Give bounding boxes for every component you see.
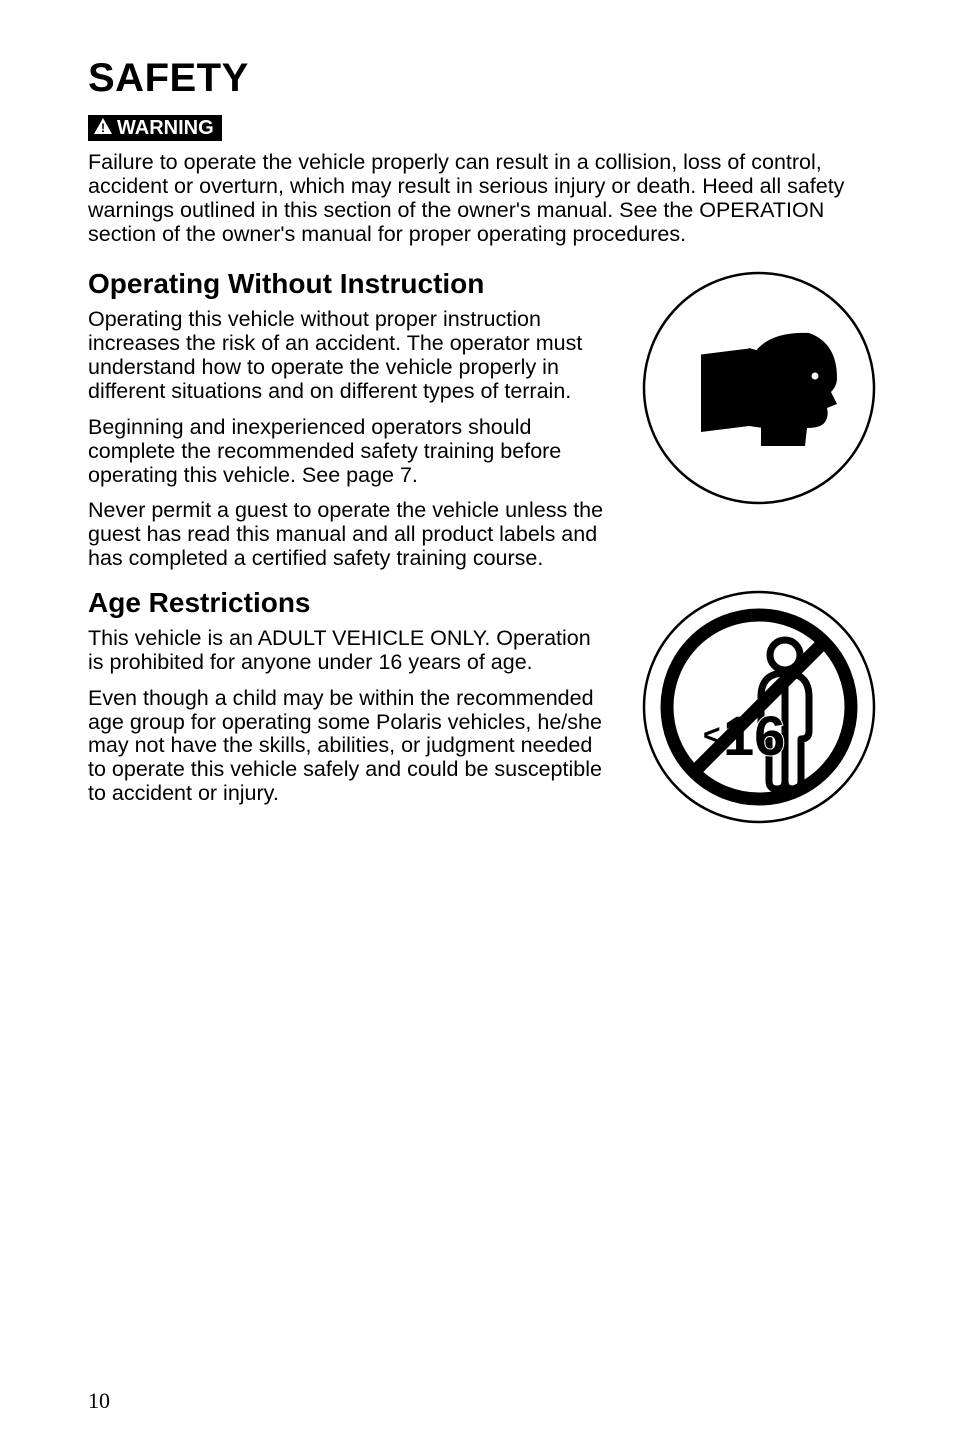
age-heading: Age Restrictions <box>88 587 606 619</box>
age-p2: Even though a child may be within the re… <box>88 687 606 806</box>
age-p1: This vehicle is an ADULT VEHICLE ONLY. O… <box>88 627 606 675</box>
age-illustration: < 16 <box>634 587 884 827</box>
warning-badge: ! WARNING <box>88 115 222 141</box>
page: SAFETY ! WARNING Failure to operate the … <box>0 0 954 1454</box>
section-age-text: Age Restrictions This vehicle is an ADUL… <box>88 587 606 818</box>
page-number: 10 <box>88 1388 110 1414</box>
under-16-prohibited-icon: < 16 <box>639 587 879 827</box>
section-age: Age Restrictions This vehicle is an ADUL… <box>88 587 884 827</box>
operating-illustration <box>634 268 884 508</box>
operating-heading: Operating Without Instruction <box>88 268 606 300</box>
warning-label: WARNING <box>117 118 214 138</box>
operating-p1: Operating this vehicle without proper in… <box>88 308 606 403</box>
section-operating: Operating Without Instruction Operating … <box>88 268 884 583</box>
operating-p3: Never permit a guest to operate the vehi… <box>88 499 606 571</box>
section-operating-text: Operating Without Instruction Operating … <box>88 268 606 583</box>
svg-text:!: ! <box>101 121 105 134</box>
operating-p2: Beginning and inexperienced operators sh… <box>88 416 606 488</box>
warning-triangle-icon: ! <box>94 118 112 138</box>
read-manual-icon <box>639 268 879 508</box>
page-title: SAFETY <box>88 56 884 101</box>
intro-paragraph: Failure to operate the vehicle properly … <box>88 151 884 246</box>
